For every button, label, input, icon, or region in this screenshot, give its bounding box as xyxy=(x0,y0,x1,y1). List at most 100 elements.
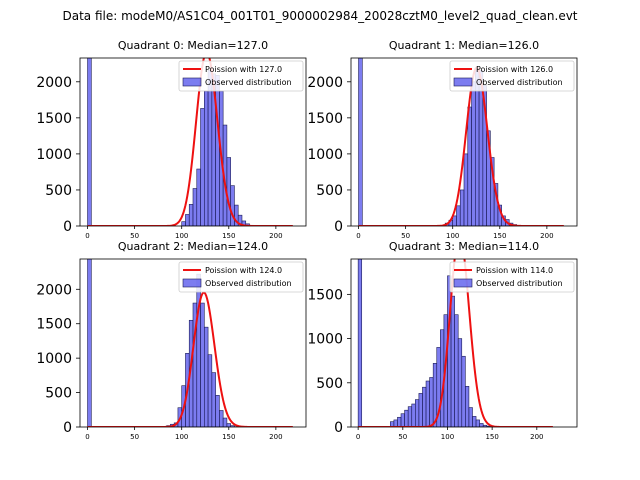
y-tick-label: 1000 xyxy=(36,147,72,163)
histogram-bar xyxy=(219,410,224,427)
subplot-title: Quadrant 1: Median=126.0 xyxy=(389,39,539,52)
legend-label-poisson: Poission with 124.0 xyxy=(205,266,282,275)
x-tick-label: 50 xyxy=(398,433,407,441)
legend-label-poisson: Poission with 126.0 xyxy=(476,65,553,74)
histogram-bar xyxy=(397,416,402,427)
histogram-bar xyxy=(204,326,209,427)
x-tick-label: 100 xyxy=(175,232,188,240)
histogram-bar xyxy=(429,377,434,427)
histogram-bar xyxy=(425,380,430,427)
y-tick-label: 500 xyxy=(45,386,72,402)
y-tick-label: 1000 xyxy=(307,147,343,163)
legend: Poission with 126.0 Observed distribution xyxy=(449,60,575,92)
y-tick-label: 2000 xyxy=(36,75,72,91)
histogram-bar xyxy=(467,106,472,226)
y-tick-label: 0 xyxy=(334,420,343,436)
histogram-bar xyxy=(215,75,220,226)
x-tick-label: 0 xyxy=(356,433,360,441)
histogram-bar xyxy=(185,214,190,226)
histogram-bar xyxy=(418,393,423,427)
histogram-bar xyxy=(404,409,409,427)
histogram-bar xyxy=(461,355,466,427)
histogram-bar xyxy=(393,419,398,427)
y-tick-label: 0 xyxy=(63,219,72,235)
legend-label-poisson: Poission with 127.0 xyxy=(205,65,282,74)
histogram-bar xyxy=(456,205,461,226)
subplot-quadrant-1: 0 500 1000 1500 2000 0 50 100 150 200 Quadrant 1: … xyxy=(307,39,578,240)
figure-suptitle: Data file: modeM0/AS1C04_001T01_90000029… xyxy=(62,9,577,23)
histogram-bar xyxy=(468,407,473,427)
legend-box xyxy=(178,261,304,293)
histogram-bar xyxy=(452,215,457,226)
subplot-quadrant-3: 0 500 1000 1500 0 50 100 150 200 Quadrant 3: Medi… xyxy=(307,240,578,441)
subplot-title: Quadrant 2: Median=124.0 xyxy=(118,240,268,253)
plot-area xyxy=(87,259,293,427)
histogram-bar xyxy=(472,416,477,427)
y-tick-label: 1000 xyxy=(307,332,343,348)
x-tick-label: 150 xyxy=(485,433,498,441)
subplot-quadrant-0: 0 500 1000 1500 2000 0 50 100 150 200 Quadrant 0: … xyxy=(36,39,307,240)
histogram-bar xyxy=(450,295,455,427)
legend-label-poisson: Poission with 114.0 xyxy=(476,266,553,275)
x-tick-label: 100 xyxy=(175,433,188,441)
y-tick-label: 2000 xyxy=(36,282,72,298)
legend-box xyxy=(178,60,304,92)
y-tick-label: 1500 xyxy=(36,317,72,333)
y-tick-label: 1500 xyxy=(36,111,72,127)
plot-area xyxy=(358,58,564,226)
x-tick-label: 200 xyxy=(540,232,553,240)
legend-label-observed: Observed distribution xyxy=(205,78,292,87)
zero-bin-bar xyxy=(87,259,92,427)
legend-bar-swatch xyxy=(453,278,473,288)
legend-bar-swatch xyxy=(182,77,202,87)
histogram-bar xyxy=(215,395,220,427)
poisson-curve xyxy=(87,291,293,427)
histogram-bar xyxy=(459,189,465,226)
legend-bar-swatch xyxy=(453,77,473,87)
axes-frame xyxy=(79,57,307,227)
histogram-bar xyxy=(479,423,484,427)
histogram-bar xyxy=(188,204,194,226)
y-tick-label: 500 xyxy=(45,183,72,199)
histogram-bar xyxy=(200,108,205,226)
x-tick-label: 50 xyxy=(401,232,410,240)
x-tick-label: 50 xyxy=(130,232,139,240)
histogram-bar xyxy=(222,417,228,427)
axes-frame xyxy=(350,57,578,227)
plot-area xyxy=(357,259,553,427)
histogram-bar xyxy=(457,338,463,427)
legend-label-observed: Observed distribution xyxy=(205,279,292,288)
legend-bar-swatch xyxy=(182,278,202,288)
subplot-title: Quadrant 3: Median=114.0 xyxy=(389,240,539,253)
x-tick-label: 150 xyxy=(493,232,506,240)
histogram-bar xyxy=(471,81,476,226)
y-tick-label: 1000 xyxy=(36,351,72,367)
x-tick-label: 50 xyxy=(130,433,139,441)
histogram-bar xyxy=(475,419,480,427)
legend: Poission with 124.0 Observed distribution xyxy=(178,261,304,293)
y-tick-label: 0 xyxy=(334,219,343,235)
axes-frame xyxy=(79,258,307,428)
histogram-bar xyxy=(422,386,427,427)
zero-bin-bar xyxy=(87,58,92,226)
x-tick-label: 200 xyxy=(530,433,543,441)
histogram-bar xyxy=(411,403,416,427)
y-tick-label: 2000 xyxy=(307,75,343,91)
x-tick-label: 0 xyxy=(85,232,89,240)
histogram-bar xyxy=(415,399,420,427)
histogram-bar xyxy=(211,372,216,427)
histogram-bar xyxy=(196,168,201,226)
histogram-bar xyxy=(463,153,469,226)
histogram-bar xyxy=(196,273,201,427)
histogram-bar xyxy=(230,185,235,226)
legend: Poission with 127.0 Observed distribution xyxy=(178,60,304,92)
histogram-bar xyxy=(207,354,213,427)
histogram-bar xyxy=(207,69,213,226)
histogram-bar xyxy=(226,157,231,226)
histogram-bar xyxy=(181,221,186,226)
histogram-bar xyxy=(192,188,198,226)
zero-bin-bar xyxy=(358,58,363,226)
x-tick-label: 150 xyxy=(222,433,235,441)
